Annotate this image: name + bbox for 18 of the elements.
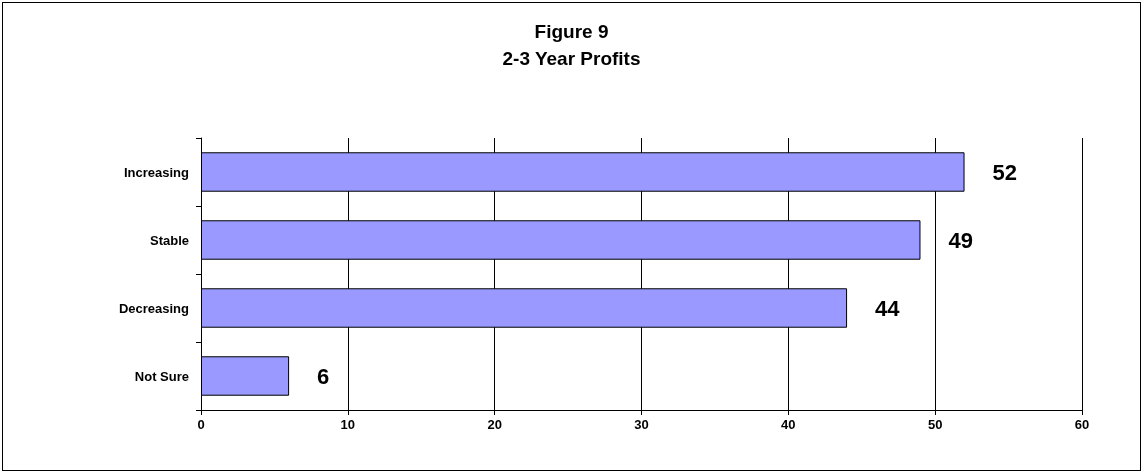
x-tick-label: 40: [781, 417, 796, 432]
chart-title: Figure 9: [534, 21, 609, 42]
x-tick-label: 0: [197, 417, 205, 432]
x-tick-label: 60: [1074, 417, 1090, 432]
x-tick-label: 50: [927, 417, 943, 432]
y-tick-label: Increasing: [123, 164, 190, 180]
y-tick-label: Not Sure: [134, 368, 189, 384]
x-tick-label: 20: [487, 417, 502, 432]
bar: [201, 356, 290, 396]
y-tick-label: Decreasing: [118, 300, 190, 316]
data-label: 6: [317, 363, 330, 389]
y-tick-label: Stable: [149, 232, 189, 248]
x-tick-label: 30: [634, 417, 649, 432]
data-label: 52: [992, 159, 1018, 185]
x-tick-label: 10: [340, 417, 356, 432]
data-label: 44: [875, 295, 901, 321]
chart-subtitle: 2-3 Year Profits: [502, 48, 641, 69]
data-label: 49: [948, 227, 973, 253]
